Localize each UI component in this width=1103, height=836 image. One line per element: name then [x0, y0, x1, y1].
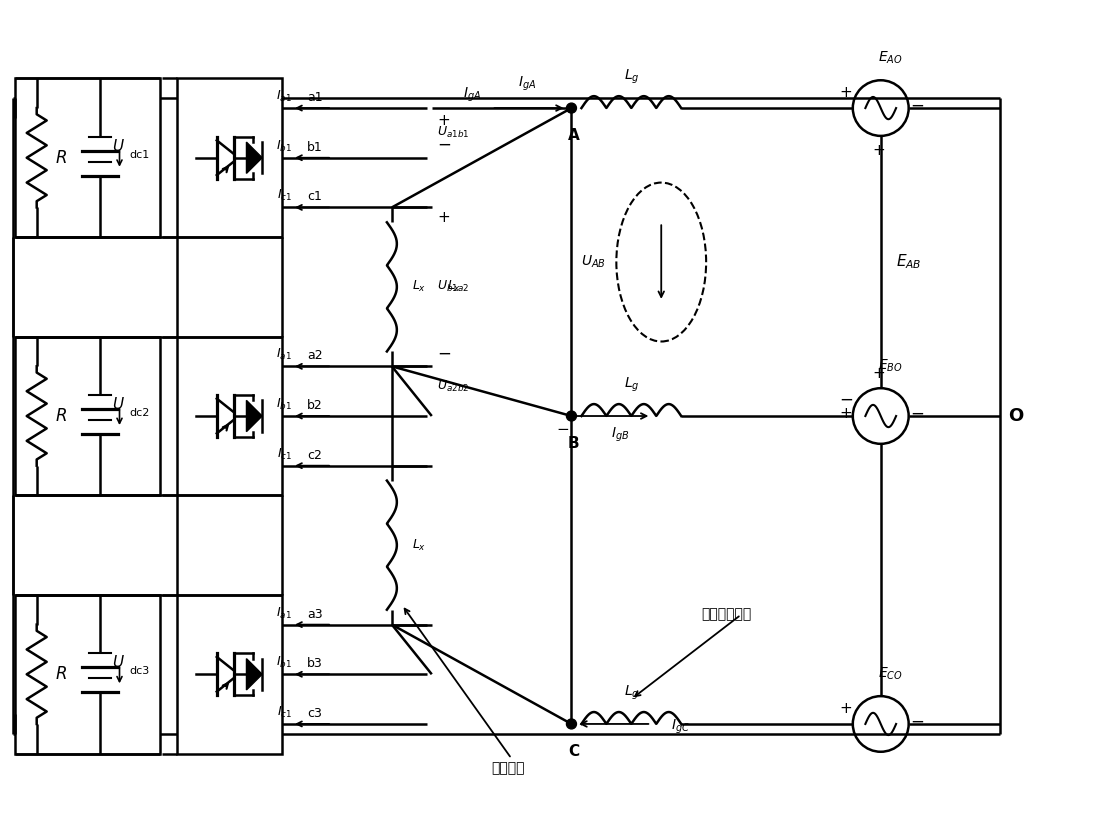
Text: b2: b2 [307, 399, 323, 412]
Text: a3: a3 [307, 608, 323, 620]
Text: $I_{a1}$: $I_{a1}$ [277, 605, 292, 620]
Text: $-$: $-$ [910, 712, 924, 730]
Text: $I_{c1}$: $I_{c1}$ [277, 188, 292, 203]
Text: c3: c3 [307, 707, 322, 720]
Text: $+$: $+$ [872, 366, 886, 381]
Text: $U$: $U$ [111, 396, 125, 412]
Text: B: B [568, 436, 579, 451]
Text: dc1: dc1 [129, 150, 150, 160]
Text: $+$: $+$ [839, 85, 853, 100]
Text: $-$: $-$ [556, 420, 569, 435]
Text: $-$: $-$ [437, 135, 451, 153]
Text: $L_x$: $L_x$ [447, 279, 461, 294]
Text: $U$: $U$ [111, 138, 125, 154]
Text: $I_{gA}$: $I_{gA}$ [518, 75, 536, 93]
Text: $+$: $+$ [437, 211, 450, 226]
Text: a1: a1 [307, 91, 323, 104]
Bar [14, 595, 160, 754]
Text: c1: c1 [307, 191, 322, 203]
Text: $-$: $-$ [910, 404, 924, 422]
Text: 限流电感: 限流电感 [492, 762, 525, 776]
Text: $+$: $+$ [839, 701, 853, 716]
Text: $+$: $+$ [437, 113, 450, 128]
Text: b3: b3 [307, 657, 323, 670]
Text: $I_{b1}$: $I_{b1}$ [276, 655, 292, 670]
Text: $-$: $-$ [910, 96, 924, 114]
Text: $I_{gB}$: $I_{gB}$ [611, 426, 630, 444]
Text: $R$: $R$ [55, 665, 66, 683]
Text: $R$: $R$ [55, 149, 66, 166]
Text: $+$: $+$ [838, 405, 852, 421]
Text: b1: b1 [307, 140, 323, 154]
Text: $E_{AB}$: $E_{AB}$ [896, 252, 921, 272]
Text: 滤波储能电感: 滤波储能电感 [702, 608, 751, 622]
Circle shape [567, 719, 577, 729]
Text: $U_{AB}$: $U_{AB}$ [581, 254, 607, 270]
Text: $E_{AO}$: $E_{AO}$ [878, 50, 903, 66]
Bar [178, 337, 282, 496]
Text: $+$: $+$ [872, 143, 886, 158]
Text: $L_g$: $L_g$ [623, 68, 639, 86]
Text: a2: a2 [307, 349, 323, 362]
Text: $-$: $-$ [437, 344, 451, 361]
Text: $I_{a1}$: $I_{a1}$ [277, 89, 292, 104]
Polygon shape [246, 400, 263, 431]
Text: $U_{a2b2}$: $U_{a2b2}$ [437, 379, 469, 394]
Text: $L_g$: $L_g$ [623, 684, 639, 702]
Polygon shape [246, 142, 263, 173]
Text: O: O [1008, 407, 1024, 425]
Text: $R$: $R$ [55, 407, 66, 425]
Text: $I_{gC}$: $I_{gC}$ [672, 718, 690, 736]
Text: $L_x$: $L_x$ [411, 279, 426, 294]
Text: $E_{CO}$: $E_{CO}$ [878, 665, 903, 682]
Text: $I_{c1}$: $I_{c1}$ [277, 705, 292, 720]
Text: dc2: dc2 [129, 408, 150, 418]
Text: $I_{gA}$: $I_{gA}$ [463, 86, 482, 104]
Circle shape [567, 103, 577, 113]
Text: $I_{a1}$: $I_{a1}$ [277, 347, 292, 362]
Text: c2: c2 [307, 449, 322, 461]
Text: dc3: dc3 [129, 666, 150, 676]
Bar [178, 79, 282, 237]
Text: $U_{a1b1}$: $U_{a1b1}$ [437, 125, 469, 140]
Bar [14, 79, 160, 237]
Text: $I_{b1}$: $I_{b1}$ [276, 397, 292, 412]
Text: $L_g$: $L_g$ [623, 376, 639, 394]
Polygon shape [246, 659, 263, 690]
Text: $-$: $-$ [838, 390, 853, 408]
Circle shape [567, 411, 577, 421]
Text: A: A [568, 128, 579, 143]
Bar [14, 337, 160, 496]
Text: $U_{b1a2}$: $U_{b1a2}$ [437, 279, 469, 294]
Bar [178, 595, 282, 754]
Text: C: C [568, 744, 579, 759]
Text: $U$: $U$ [111, 655, 125, 670]
Text: $L_x$: $L_x$ [411, 538, 426, 553]
Text: $I_{c1}$: $I_{c1}$ [277, 446, 292, 461]
Text: $E_{BO}$: $E_{BO}$ [878, 358, 903, 375]
Text: $I_{b1}$: $I_{b1}$ [276, 139, 292, 154]
